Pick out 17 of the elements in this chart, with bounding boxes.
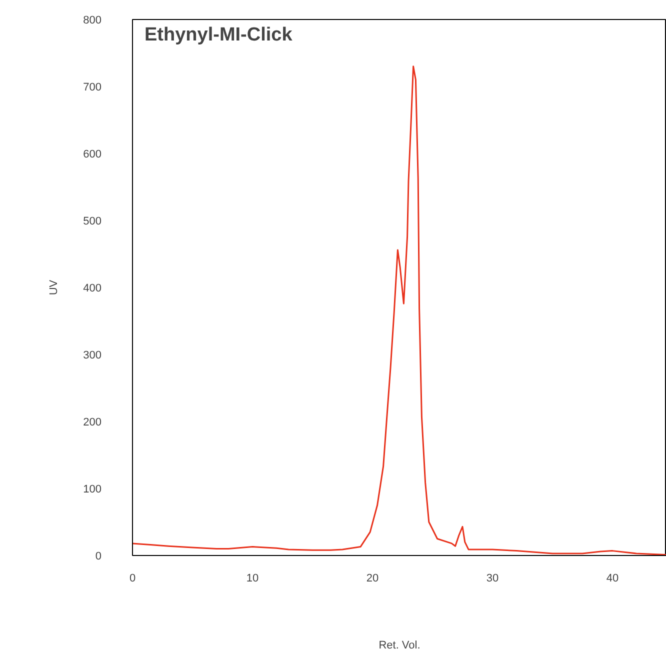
- x-tick-label: 40: [606, 572, 619, 584]
- y-tick-label: 500: [83, 216, 102, 228]
- x-tick-label: 30: [486, 572, 499, 584]
- y-tick-label: 800: [83, 14, 102, 26]
- y-tick-label: 0: [95, 550, 102, 562]
- y-tick-label: 400: [83, 282, 102, 294]
- x-tick-label: 0: [129, 572, 136, 584]
- chart-title: Ethynyl-MI-Click: [144, 24, 293, 46]
- y-tick-label: 700: [83, 82, 102, 94]
- x-tick-label: 10: [246, 572, 259, 584]
- x-axis-title: Ret. Vol.: [378, 640, 420, 652]
- y-tick-label: 600: [83, 148, 102, 160]
- y-tick-label: 100: [83, 484, 102, 496]
- x-tick-label: 20: [366, 572, 379, 584]
- y-tick-label: 200: [83, 416, 102, 428]
- y-axis-title: UV: [48, 279, 60, 296]
- y-tick-label: 300: [83, 350, 102, 362]
